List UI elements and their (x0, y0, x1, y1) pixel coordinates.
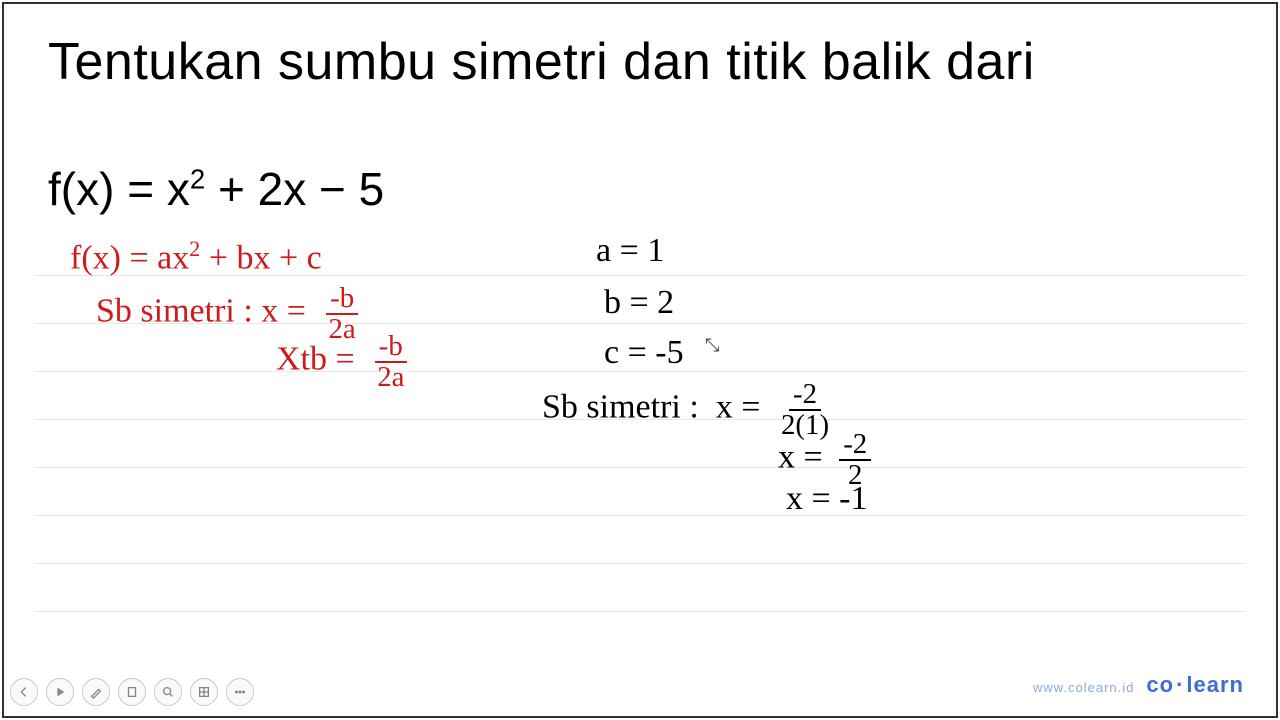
play-button[interactable] (46, 678, 74, 706)
footer: www.colearn.id co·learn (1033, 672, 1244, 698)
coef-b: b = 2 (604, 284, 674, 322)
pen-button[interactable] (82, 678, 110, 706)
xtb-formula-red: Xtb = -b 2a (276, 332, 408, 392)
zoom-button[interactable] (154, 678, 182, 706)
cursor-icon: ⤡ (705, 335, 719, 356)
coef-a: a = 1 (596, 232, 664, 270)
footer-url: www.colearn.id (1033, 680, 1134, 695)
general-form-red: f(x) = ax2 + bx + c (70, 236, 322, 277)
page-button[interactable] (118, 678, 146, 706)
brand-logo: co·learn (1146, 672, 1244, 698)
symmetry-result: x = -1 (786, 480, 868, 518)
page-title: Tentukan sumbu simetri dan titik balik d… (48, 32, 1035, 92)
toolbar (10, 678, 254, 706)
grid-button[interactable] (190, 678, 218, 706)
coef-c: c = -5 (604, 334, 684, 372)
quadratic-equation: f(x) = x2 + 2x − 5 (48, 162, 384, 216)
more-button[interactable] (226, 678, 254, 706)
prev-button[interactable] (10, 678, 38, 706)
